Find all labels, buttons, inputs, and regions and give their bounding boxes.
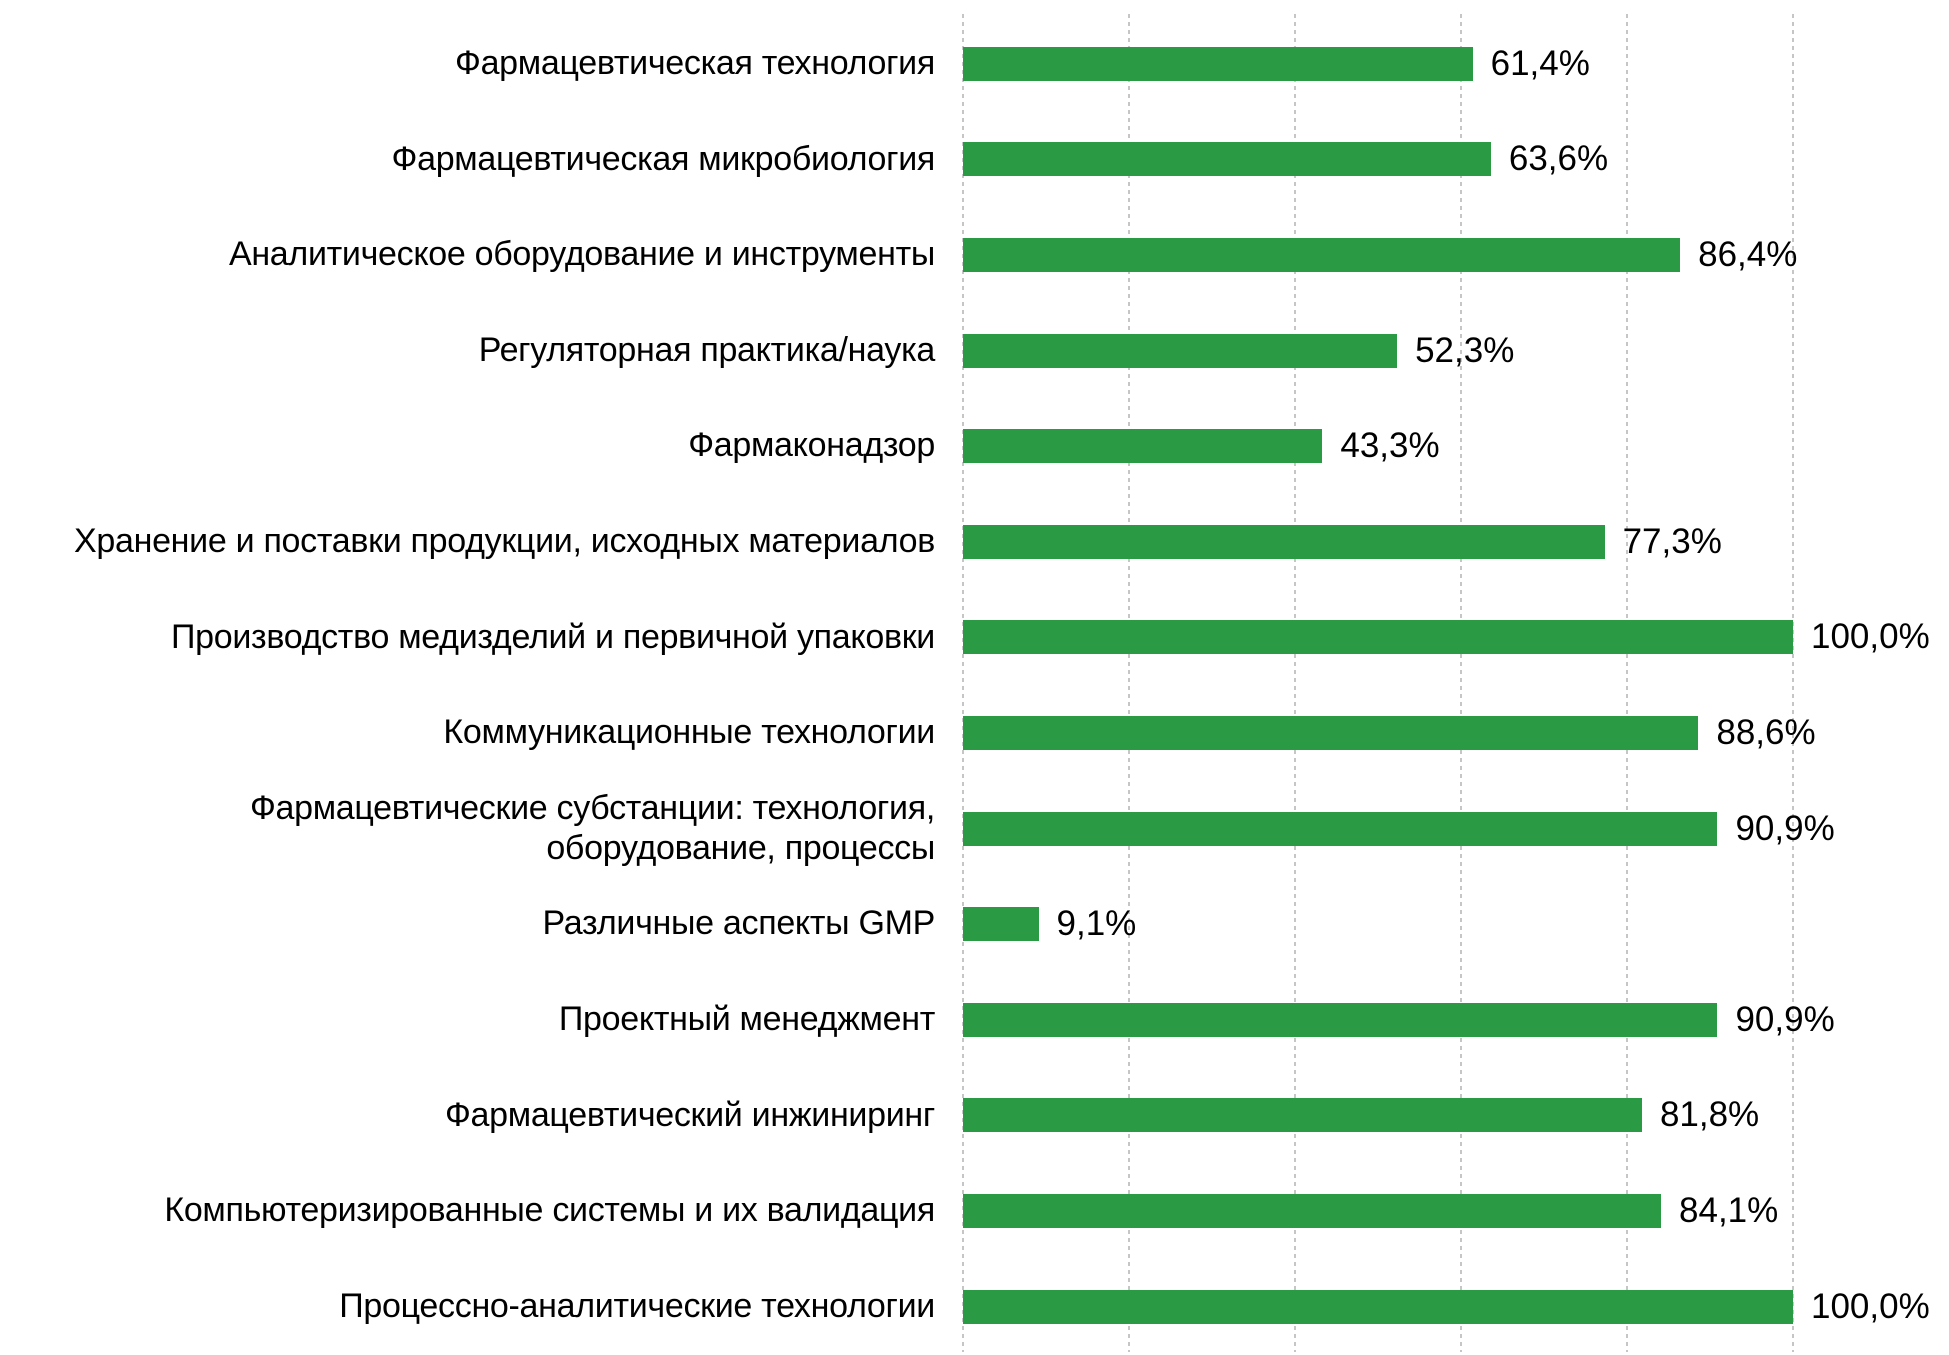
bar-row: Регуляторная практика/наука 52,3%: [0, 303, 1949, 399]
gridline: [1128, 14, 1130, 1352]
gridline: [1792, 14, 1794, 1352]
value-label: 100,0%: [1811, 1286, 1930, 1326]
category-label: Аналитическое оборудование и инструменты: [228, 235, 935, 274]
category-label: Различные аспекты GMP: [542, 904, 936, 943]
bar: [963, 1289, 1793, 1324]
bar-row: Фармацевтические субстанции: технология,…: [0, 781, 1949, 877]
bar: [963, 142, 1491, 177]
bar-track: 61,4%: [963, 44, 1793, 84]
category-label: Фармаконадзор: [688, 426, 935, 465]
category-label: Фармацевтические субстанции: технология,…: [249, 789, 935, 867]
value-label: 43,3%: [1340, 426, 1440, 466]
category-label: Фармацевтическая технология: [455, 44, 935, 83]
bar-row: Проектный менеджмент 90,9%: [0, 972, 1949, 1068]
value-label: 61,4%: [1490, 43, 1590, 83]
bar: [963, 429, 1323, 464]
value-label: 88,6%: [1716, 712, 1816, 752]
bar: [963, 1193, 1662, 1228]
value-label: 86,4%: [1698, 234, 1798, 274]
bar-track: 90,9%: [963, 809, 1835, 849]
category-label: Фармацевтическая микробиология: [391, 139, 936, 178]
bar-row: Различные аспекты GMP 9,1%: [0, 876, 1949, 972]
bar-track: 88,6%: [963, 713, 1816, 753]
bar-row: Хранение и поставки продукции, исходных …: [0, 494, 1949, 590]
bar-track: 9,1%: [963, 904, 1793, 944]
bar-track: 86,4%: [963, 235, 1797, 275]
bar-track: 52,3%: [963, 331, 1793, 371]
bar-row: Аналитическое оборудование и инструменты…: [0, 207, 1949, 303]
value-label: 77,3%: [1622, 521, 1722, 561]
plot-gridlines: [962, 14, 1794, 1352]
bar-track: 63,6%: [963, 139, 1793, 179]
value-label: 84,1%: [1679, 1190, 1779, 1230]
bar-row: Процессно-аналитические технологии 100,0…: [0, 1259, 1949, 1355]
bar-track: 77,3%: [963, 522, 1793, 562]
value-label: 52,3%: [1415, 330, 1515, 370]
category-label: Проектный менеджмент: [558, 1000, 935, 1039]
bar-row: Производство медизделий и первичной упак…: [0, 590, 1949, 686]
bar-row: Компьютеризированные системы и их валида…: [0, 1163, 1949, 1259]
bar-row: Фармацевтическая технология 61,4%: [0, 16, 1949, 112]
bar: [963, 1002, 1718, 1037]
gridline: [1626, 14, 1628, 1352]
value-label: 100,0%: [1811, 617, 1930, 657]
value-label: 9,1%: [1056, 904, 1137, 944]
category-label: Компьютеризированные системы и их валида…: [164, 1191, 935, 1230]
category-label: Хранение и поставки продукции, исходных …: [74, 522, 935, 561]
bar: [963, 907, 1039, 942]
gridline: [962, 14, 964, 1352]
category-label: Регуляторная практика/наука: [478, 330, 936, 369]
bar: [963, 1098, 1642, 1133]
value-label: 90,9%: [1735, 808, 1835, 848]
bar-track: 84,1%: [963, 1191, 1793, 1231]
category-label: Процессно-аналитические технологии: [339, 1286, 935, 1325]
bar-row: Фармацевтическая микробиология 63,6%: [0, 112, 1949, 208]
bar: [963, 333, 1398, 368]
value-label: 81,8%: [1659, 1095, 1760, 1135]
bar-track: 43,3%: [963, 426, 1793, 466]
bar-rows: Фармацевтическая технология 61,4% Фармац…: [0, 16, 1949, 1354]
bar: [963, 715, 1699, 750]
bar-row: Фармацевтический инжиниринг 81,8%: [0, 1068, 1949, 1164]
bar: [963, 237, 1681, 272]
value-label: 63,6%: [1508, 139, 1609, 179]
bar: [963, 811, 1718, 846]
gridline: [1460, 14, 1462, 1352]
gridline: [1294, 14, 1296, 1352]
value-label: 90,9%: [1735, 999, 1835, 1039]
bar-row: Коммуникационные технологии 88,6%: [0, 685, 1949, 781]
bar: [963, 524, 1605, 559]
bar-row: Фармаконадзор 43,3%: [0, 398, 1949, 494]
bar-track: 100,0%: [963, 1287, 1930, 1327]
category-label: Фармацевтический инжиниринг: [444, 1095, 935, 1134]
category-label: Коммуникационные технологии: [443, 713, 935, 752]
bar-track: 90,9%: [963, 1000, 1835, 1040]
bar: [963, 46, 1473, 81]
bar-track: 81,8%: [963, 1095, 1793, 1135]
bar-track: 100,0%: [963, 617, 1930, 657]
bar: [963, 620, 1793, 655]
category-label: Производство медизделий и первичной упак…: [170, 617, 935, 656]
